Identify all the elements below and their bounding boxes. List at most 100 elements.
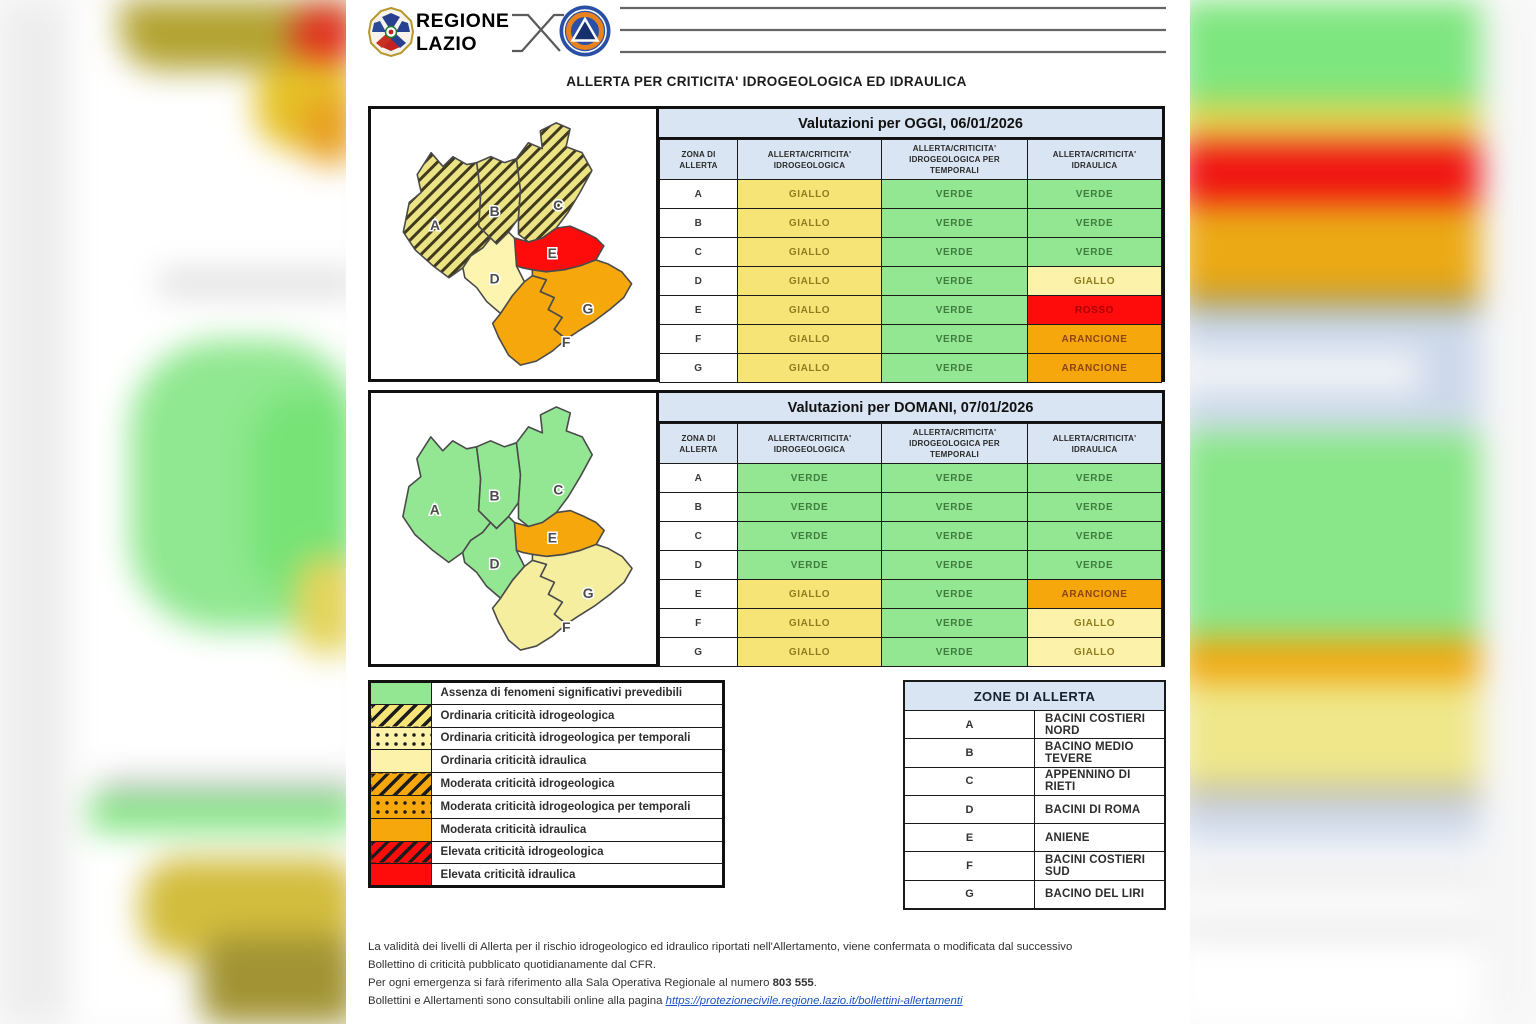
- emergency-number: 803 555: [772, 977, 814, 989]
- zone-cell: A: [659, 179, 738, 209]
- svg-text:E: E: [548, 245, 557, 261]
- legend-swatch-dots-yellow: [369, 726, 432, 751]
- table-panel-tomorrow: Valutazioni per DOMANI, 07/01/2026 ZONA …: [659, 393, 1162, 667]
- legend-rows: Assenza di fenomeni significativi preved…: [369, 681, 725, 888]
- alert-level-cell: VERDE: [1027, 237, 1162, 267]
- zone-name: BACINI COSTIERI SUD: [1034, 851, 1166, 881]
- alert-level-cell: GIALLO: [737, 579, 882, 609]
- legend-label: Moderata criticità idrogeologica per tem…: [430, 794, 725, 819]
- alert-level-cell: VERDE: [737, 492, 882, 522]
- zone-cell: B: [659, 492, 738, 522]
- alert-level-cell: GIALLO: [737, 208, 882, 238]
- alert-level-cell: GIALLO: [737, 266, 882, 296]
- background-blur-left: [0, 0, 356, 1024]
- legend-swatch-orange: [369, 817, 432, 842]
- zone-name: BACINO MEDIO TEVERE: [1034, 738, 1166, 768]
- zone-name: APPENNINO DI RIETI: [1034, 766, 1166, 796]
- legend-label: Ordinaria criticità idraulica: [430, 749, 725, 774]
- legend-label: Assenza di fenomeni significativi preved…: [430, 681, 725, 705]
- alert-level-cell: VERDE: [881, 608, 1028, 638]
- table-title-today: Valutazioni per OGGI, 06/01/2026: [659, 109, 1162, 139]
- alert-row-A: A VERDE VERDE VERDE: [659, 463, 1162, 493]
- brand-regione: REGIONE: [416, 10, 509, 32]
- alert-level-cell: VERDE: [881, 237, 1028, 267]
- legend-row: Ordinaria criticità idrogeologica: [369, 703, 725, 728]
- legend-row: Moderata criticità idrogeologica: [369, 772, 725, 796]
- alert-level-cell: GIALLO: [737, 324, 882, 354]
- alert-level-cell: VERDE: [881, 492, 1028, 522]
- svg-text:D: D: [490, 271, 500, 287]
- zones-table: ZONE DI ALLERTA A BACINI COSTIERI NORD B BA…: [903, 680, 1166, 910]
- table-panel-today: Valutazioni per OGGI, 06/01/2026 ZONA DI…: [659, 109, 1162, 383]
- header-rule-lines: [620, 0, 1166, 65]
- alert-level-cell: VERDE: [881, 637, 1028, 667]
- alert-level-cell: VERDE: [881, 550, 1028, 580]
- svg-text:A: A: [430, 502, 440, 518]
- alert-level-cell: VERDE: [1027, 179, 1162, 209]
- legend-row: Ordinaria criticità idrogeologica per te…: [369, 726, 725, 751]
- zone-row-D: D BACINI DI ROMA: [903, 794, 1166, 825]
- alert-level-cell: GIALLO: [737, 237, 882, 267]
- page-title: ALLERTA PER CRITICITA' IDROGEOLOGICA ED …: [566, 74, 967, 89]
- svg-text:F: F: [562, 619, 571, 635]
- legend-swatch-pale-yellow: [369, 749, 432, 774]
- footer-line-4: Bollettini e Allertamenti sono consultab…: [368, 995, 963, 1007]
- footer-notes: La validità dei livelli di Allerta per i…: [368, 938, 1158, 1010]
- svg-text:E: E: [548, 529, 557, 545]
- bulletins-link[interactable]: https://protezionecivile.regione.lazio.i…: [665, 995, 963, 1007]
- footer-line-2: Bollettino di criticità pubblicato quoti…: [368, 959, 657, 971]
- alert-level-cell: ARANCIONE: [1027, 324, 1162, 354]
- legend-swatch-hatch-yellow: [369, 703, 432, 728]
- regione-lazio-wordmark: REGIONE LAZIO: [416, 6, 564, 63]
- svg-text:B: B: [490, 203, 500, 219]
- svg-text:F: F: [562, 334, 570, 350]
- col-temporali: ALLERTA/CRITICITA' IDROGEOLOGICA PER TEM…: [881, 423, 1028, 464]
- map-0: A B C D E F G: [402, 122, 633, 366]
- alert-level-cell: GIALLO: [1027, 637, 1162, 667]
- alert-level-cell: VERDE: [881, 266, 1028, 296]
- zone-letter: F: [903, 851, 1035, 881]
- legend-label: Elevata criticità idrogeologica: [430, 840, 725, 865]
- table-title-tomorrow: Valutazioni per DOMANI, 07/01/2026: [659, 393, 1162, 423]
- legend-label: Elevata criticità idraulica: [430, 863, 725, 888]
- zone-row-F: F BACINI COSTIERI SUD: [903, 851, 1166, 881]
- svg-text:A: A: [430, 217, 440, 233]
- map-zone-F: [491, 559, 568, 651]
- zone-letter: G: [903, 879, 1035, 910]
- alert-level-cell: GIALLO: [737, 608, 882, 638]
- zone-cell: D: [659, 266, 738, 296]
- alert-row-G: G GIALLO VERDE ARANCIONE: [659, 353, 1162, 383]
- legend-row: Elevata criticità idraulica: [369, 863, 725, 888]
- alert-level-cell: VERDE: [881, 295, 1028, 325]
- map-zone-F: [491, 274, 567, 366]
- zone-row-B: B BACINO MEDIO TEVERE: [903, 738, 1166, 768]
- zone-rows: A BACINI COSTIERI NORD B BACINO MEDIO TEVER…: [903, 709, 1166, 910]
- alert-level-cell: VERDE: [1027, 521, 1162, 551]
- svg-text:B: B: [490, 488, 500, 504]
- alert-row-B: B VERDE VERDE VERDE: [659, 492, 1162, 522]
- zone-name: BACINO DEL LIRI: [1034, 879, 1166, 910]
- map-zone-B: [475, 155, 522, 245]
- zone-cell: F: [659, 324, 738, 354]
- col-idrogeologica: ALLERTA/CRITICITA' IDROGEOLOGICA: [737, 423, 882, 464]
- legend-swatch-dots-orange: [369, 794, 432, 819]
- alert-level-cell: VERDE: [881, 208, 1028, 238]
- alert-table-header: ZONA DI ALLERTA ALLERTA/CRITICITA' IDROG…: [659, 423, 1162, 464]
- alert-level-cell: ARANCIONE: [1027, 579, 1162, 609]
- svg-text:C: C: [553, 482, 563, 498]
- alert-level-cell: VERDE: [881, 521, 1028, 551]
- alert-row-A: A GIALLO VERDE VERDE: [659, 179, 1162, 209]
- svg-text:G: G: [583, 585, 594, 601]
- legend-label: Ordinaria criticità idrogeologica per te…: [430, 726, 725, 751]
- zone-row-A: A BACINI COSTIERI NORD: [903, 709, 1166, 740]
- zone-name: BACINI DI ROMA: [1034, 794, 1166, 825]
- zone-cell: G: [659, 353, 738, 383]
- zone-letter: A: [903, 709, 1035, 740]
- zone-letter: C: [903, 766, 1035, 796]
- map-zone-C: [515, 406, 594, 528]
- col-zona: ZONA DI ALLERTA: [659, 423, 738, 464]
- legend-label: Moderata criticità idraulica: [430, 817, 725, 842]
- zone-cell: F: [659, 608, 738, 638]
- alert-row-F: F GIALLO VERDE ARANCIONE: [659, 324, 1162, 354]
